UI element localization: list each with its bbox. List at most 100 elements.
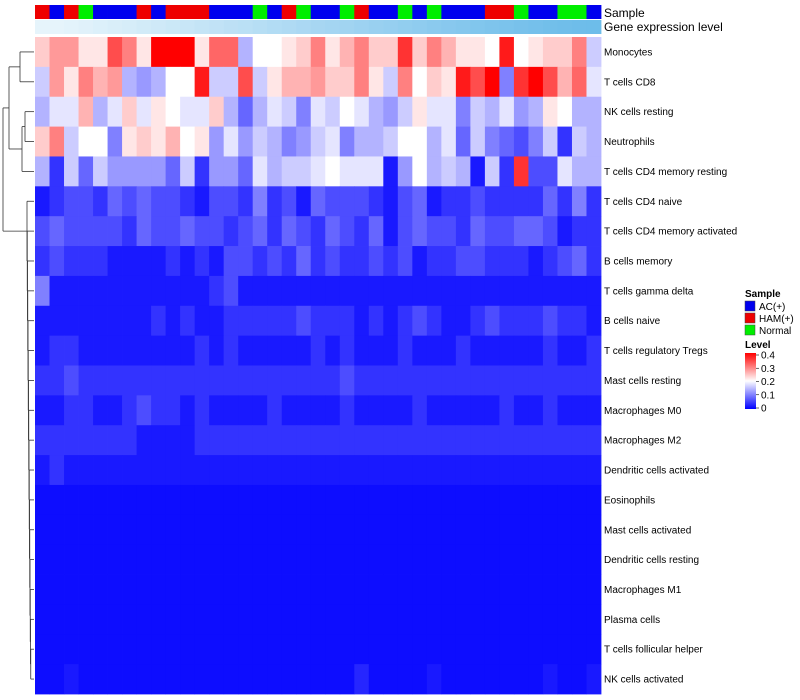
heatmap-cell xyxy=(557,246,573,277)
heatmap-cell xyxy=(513,455,529,486)
heatmap-cell xyxy=(223,66,239,98)
heatmap-cell xyxy=(165,604,181,635)
heatmap-cell xyxy=(151,246,167,277)
heatmap-cell xyxy=(310,544,326,575)
heatmap-cell xyxy=(499,126,515,157)
heatmap-cell xyxy=(325,37,341,68)
heatmap-cell xyxy=(180,305,196,337)
heatmap-cell xyxy=(238,514,254,546)
heatmap-cell xyxy=(339,425,355,456)
legend-swatch-ham xyxy=(744,312,756,324)
heatmap-cell xyxy=(484,246,500,277)
heatmap-cell xyxy=(151,604,167,635)
heatmap-cell xyxy=(151,455,167,486)
heatmap-cell xyxy=(383,335,399,366)
heatmap-cell xyxy=(296,664,312,695)
heatmap-cell xyxy=(499,186,515,217)
heatmap-cell xyxy=(484,216,500,247)
heatmap-cell xyxy=(528,186,544,217)
heatmap-cell xyxy=(194,96,210,127)
heatmap-cell xyxy=(93,514,108,546)
heatmap-cell xyxy=(122,96,137,127)
heatmap-cell xyxy=(571,455,587,486)
gene-level-cell xyxy=(499,20,515,34)
heatmap-cell xyxy=(107,365,123,396)
heatmap-cell xyxy=(368,335,384,366)
heatmap-cell xyxy=(499,275,515,307)
heatmap-cell xyxy=(64,604,79,635)
gene-level-cell xyxy=(354,20,370,34)
heatmap-cell xyxy=(470,425,486,456)
heatmap-cell xyxy=(426,544,442,575)
heatmap-cell xyxy=(310,365,326,396)
heatmap-cell xyxy=(296,634,312,665)
heatmap-cell xyxy=(513,126,529,157)
heatmap-cell xyxy=(484,186,500,217)
heatmap-cell xyxy=(455,455,471,486)
heatmap-cell xyxy=(368,96,384,127)
heatmap-cell xyxy=(107,246,123,277)
heatmap-cell xyxy=(223,544,239,575)
heatmap-cell xyxy=(267,66,283,98)
heatmap-cell xyxy=(368,634,384,665)
heatmap-cell xyxy=(397,664,413,695)
heatmap-cell xyxy=(238,96,254,127)
heatmap-cell xyxy=(470,275,486,307)
heatmap-cell xyxy=(397,37,413,68)
heatmap-cell xyxy=(571,664,587,695)
heatmap-cell xyxy=(310,66,326,98)
heatmap-cell xyxy=(455,96,471,127)
heatmap-cell xyxy=(426,126,442,157)
heatmap-cell xyxy=(194,335,210,366)
heatmap-cell xyxy=(165,664,181,695)
heatmap-cell xyxy=(223,156,239,187)
gene-level-cell xyxy=(49,20,65,34)
heatmap-cell xyxy=(180,126,196,157)
heatmap-cell xyxy=(35,365,50,396)
heatmap-cell xyxy=(542,126,558,157)
heatmap-cell xyxy=(586,66,602,98)
sample-annotation-cell xyxy=(165,5,181,19)
heatmap-cell xyxy=(49,574,65,605)
heatmap-cell xyxy=(499,305,515,337)
heatmap-cell xyxy=(513,37,529,68)
heatmap-cell xyxy=(383,156,399,187)
heatmap-cell xyxy=(441,246,457,277)
heatmap-cell xyxy=(354,455,370,486)
heatmap-cell xyxy=(194,246,210,277)
heatmap-cell xyxy=(194,604,210,635)
heatmap-cell xyxy=(209,574,225,605)
heatmap-cell xyxy=(586,514,602,546)
heatmap-cell xyxy=(470,455,486,486)
heatmap-cell xyxy=(426,664,442,695)
heatmap-cell xyxy=(383,37,399,68)
heatmap-cell xyxy=(557,634,573,665)
heatmap-cell xyxy=(64,664,79,695)
heatmap-cell xyxy=(64,455,79,486)
heatmap-cell xyxy=(542,66,558,98)
heatmap-cell xyxy=(470,126,486,157)
heatmap-cell xyxy=(441,305,457,337)
heatmap-cell xyxy=(354,246,370,277)
heatmap-cell xyxy=(339,604,355,635)
heatmap-cell xyxy=(296,514,312,546)
heatmap-cell xyxy=(542,425,558,456)
heatmap-cell xyxy=(310,634,326,665)
heatmap-cell xyxy=(354,604,370,635)
heatmap-cell xyxy=(586,664,602,695)
heatmap-cell xyxy=(252,156,268,187)
heatmap-cell xyxy=(281,126,297,157)
heatmap-cell xyxy=(542,156,558,187)
heatmap-cell xyxy=(571,96,587,127)
heatmap-cell xyxy=(557,37,573,68)
gene-level-cell xyxy=(484,20,500,34)
heatmap-cell xyxy=(122,365,137,396)
heatmap-cell xyxy=(586,455,602,486)
heatmap-cell xyxy=(35,484,50,516)
heatmap-cell xyxy=(180,37,196,68)
heatmap-cell xyxy=(252,186,268,217)
heatmap-cell xyxy=(252,634,268,665)
heatmap-cell xyxy=(484,455,500,486)
heatmap-cell xyxy=(426,514,442,546)
heatmap-cell xyxy=(368,514,384,546)
